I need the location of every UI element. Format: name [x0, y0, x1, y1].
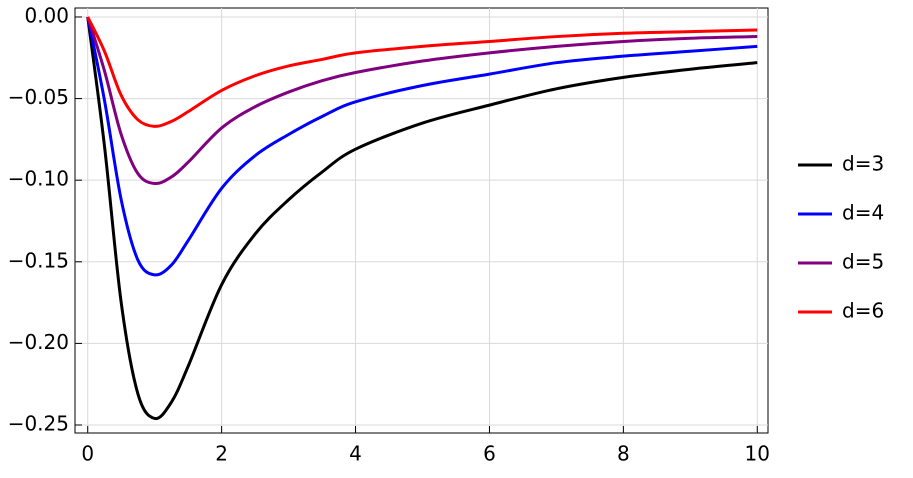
x-tick-label: 0 — [81, 442, 94, 466]
series-line — [86, 16, 758, 185]
x-tick-label: 2 — [215, 442, 228, 466]
x-tick-label: 10 — [745, 442, 770, 466]
y-tick-label: 0.00 — [24, 3, 69, 27]
y-tick-label: −0.15 — [8, 248, 69, 272]
series-line — [86, 16, 758, 277]
legend-label: d=3 — [842, 152, 884, 176]
x-tick-label: 8 — [617, 442, 630, 466]
series-line — [86, 16, 758, 128]
plot-frame — [74, 7, 769, 434]
x-tick-label: 4 — [349, 442, 362, 466]
x-tick-label: 6 — [483, 442, 496, 466]
y-tick-label: −0.05 — [8, 85, 69, 109]
y-tick-label: −0.10 — [8, 167, 69, 191]
y-tick-label: −0.20 — [8, 330, 69, 354]
legend-label: d=5 — [842, 250, 884, 274]
series-line — [86, 16, 758, 421]
legend-label: d=6 — [842, 299, 884, 323]
legend-label: d=4 — [842, 201, 884, 225]
y-tick-label: −0.25 — [8, 412, 69, 436]
